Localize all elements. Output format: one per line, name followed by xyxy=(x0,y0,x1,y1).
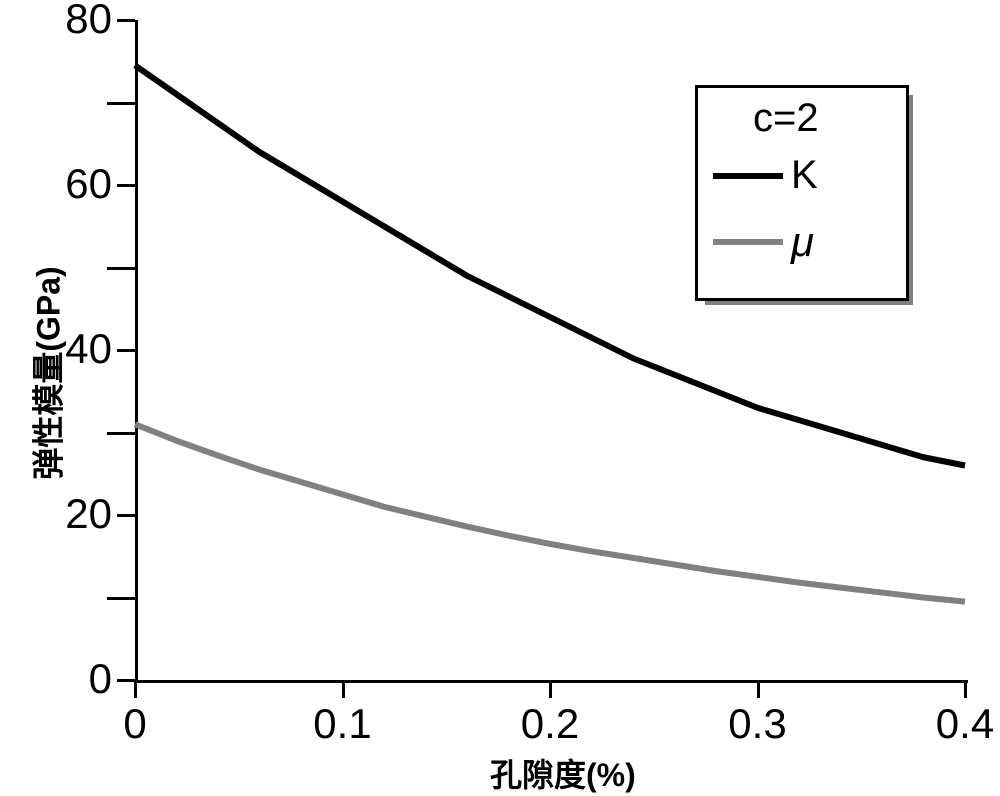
x-tick-label: 0.1 xyxy=(303,700,383,748)
y-minor-tick xyxy=(107,432,135,435)
x-tick-label: 0.4 xyxy=(925,700,1000,748)
y-tick-label: 60 xyxy=(55,160,112,208)
y-tick-label: 20 xyxy=(55,490,112,538)
legend-swatch-k xyxy=(713,173,783,179)
y-tick-label: 80 xyxy=(55,0,112,43)
x-axis-label: 孔隙度(%) xyxy=(490,750,636,796)
y-tick xyxy=(117,349,135,352)
x-tick-label: 0 xyxy=(95,700,175,748)
y-tick xyxy=(117,19,135,22)
legend-label-mu: μ xyxy=(791,218,814,266)
legend-label-k: K xyxy=(791,153,818,198)
legend-entry-k: K xyxy=(713,153,818,198)
x-tick xyxy=(342,680,345,698)
legend-title: c=2 xyxy=(753,96,819,141)
y-minor-tick xyxy=(107,597,135,600)
y-axis-label: 弹性模量(GPa) xyxy=(24,266,70,479)
legend-box: c=2 K μ xyxy=(695,85,909,301)
x-tick xyxy=(549,680,552,698)
x-tick-label: 0.3 xyxy=(718,700,798,748)
x-tick xyxy=(134,680,137,698)
x-tick-label: 0.2 xyxy=(510,700,590,748)
y-tick xyxy=(117,184,135,187)
chart-container: 弹性模量(GPa) 孔隙度(%) c=2 K μ 0 0.1 0.2 0.3 0.4 0 2… xyxy=(0,0,1000,796)
y-tick-label: 40 xyxy=(55,325,112,373)
y-tick-label: 0 xyxy=(55,655,112,703)
y-minor-tick xyxy=(107,267,135,270)
series-mu xyxy=(135,424,965,601)
legend-entry-mu: μ xyxy=(713,218,814,266)
x-tick xyxy=(964,680,967,698)
y-tick xyxy=(117,514,135,517)
legend-swatch-mu xyxy=(713,239,783,245)
y-minor-tick xyxy=(107,102,135,105)
y-tick xyxy=(117,679,135,682)
x-tick xyxy=(757,680,760,698)
